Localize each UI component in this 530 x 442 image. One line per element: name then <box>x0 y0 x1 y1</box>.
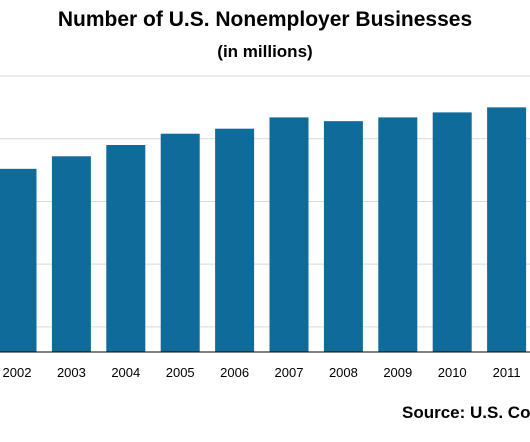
bar-2010 <box>432 112 472 352</box>
x-tick-2008: 2008 <box>329 365 358 380</box>
bar-2004 <box>106 145 146 352</box>
x-tick-2004: 2004 <box>111 365 140 380</box>
bar-2007 <box>269 117 309 353</box>
bar-2006 <box>215 128 255 352</box>
x-tick-2011: 2011 <box>493 365 521 380</box>
bar-2002 <box>0 168 37 352</box>
chart-title: Number of U.S. Nonemployer Businesses <box>57 8 473 31</box>
x-tick-2009: 2009 <box>383 365 412 380</box>
chart-subtitle: (in millions) <box>217 42 313 61</box>
x-tick-2006: 2006 <box>220 365 249 380</box>
x-tick-2007: 2007 <box>275 365 304 380</box>
bar-2011 <box>487 107 527 352</box>
bar-2009 <box>378 117 418 353</box>
x-tick-2003: 2003 <box>57 365 86 380</box>
bars <box>0 107 527 353</box>
x-tick-labels: 2002 2003 2004 2005 2006 2007 2008 2009 2010 2011… <box>3 365 521 380</box>
bar-2008 <box>323 121 363 352</box>
bar-2003 <box>51 156 91 352</box>
source-note: Source: U.S. Co <box>402 403 530 422</box>
x-tick-2005: 2005 <box>166 365 195 380</box>
x-tick-2002: 2002 <box>3 365 32 380</box>
bar-2005 <box>160 133 200 352</box>
x-tick-2010: 2010 <box>438 365 467 380</box>
